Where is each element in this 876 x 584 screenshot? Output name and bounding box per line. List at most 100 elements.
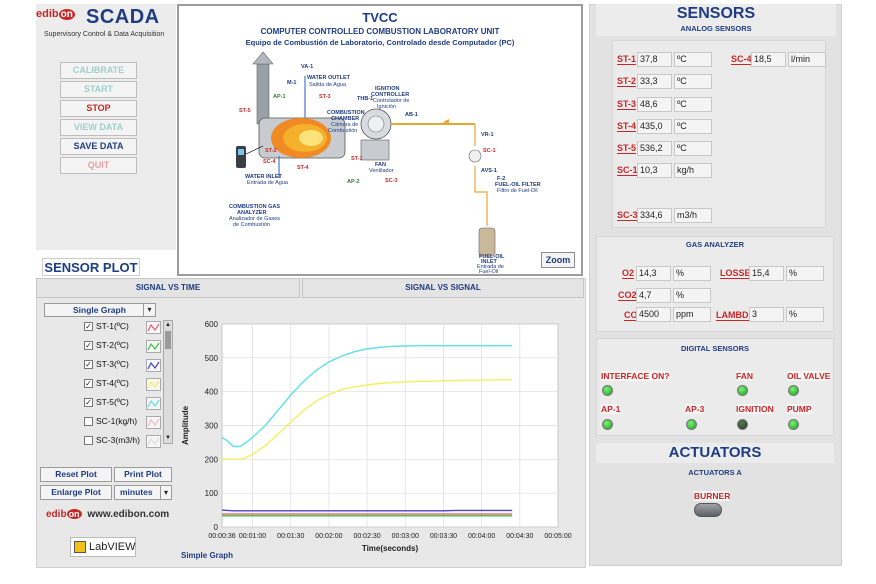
pump-label: PUMP bbox=[787, 404, 812, 414]
st-3-value: 48,6 bbox=[637, 97, 672, 112]
chart-footer-label: Simple Graph bbox=[181, 551, 234, 560]
enlarge-plot-button[interactable]: Enlarge Plot bbox=[40, 485, 112, 500]
channel-checkbox[interactable]: ✓ bbox=[84, 360, 93, 369]
label-ignition-controller: IGNITION bbox=[375, 86, 400, 92]
print-plot-button[interactable]: Print Plot bbox=[114, 467, 172, 482]
signal-time-chart[interactable]: 0 100 200 300 400 500 600 00:00:36 00:01:00 00:01… bbox=[178, 312, 574, 566]
channel-row[interactable]: SC-1(kg/h) bbox=[84, 415, 174, 431]
sc-1-value: 10,3 bbox=[637, 163, 672, 178]
label-water-inlet-es: Entrada de Agua bbox=[247, 180, 288, 186]
actuators-subtitle: ACTUATORS A bbox=[688, 468, 742, 477]
channel-label: ST-4(ºC) bbox=[96, 378, 129, 388]
label-ignition-controller-es: Controlador de bbox=[373, 98, 410, 104]
channel-checkbox[interactable]: ✓ bbox=[84, 341, 93, 350]
edibon-logo: edib on bbox=[36, 8, 75, 20]
label-water-inlet: WATER INLET bbox=[245, 174, 282, 180]
channel-row[interactable]: ✓ ST-2(ºC) bbox=[84, 339, 174, 355]
start-button[interactable]: START bbox=[60, 81, 137, 98]
channel-row[interactable]: ✓ ST-3(ºC) bbox=[84, 358, 174, 374]
fan-label: FAN bbox=[736, 371, 753, 381]
interface-on-label: INTERFACE ON? bbox=[601, 371, 670, 381]
sc-4-unit: l/min bbox=[788, 52, 826, 67]
stop-button[interactable]: STOP bbox=[60, 100, 137, 117]
save-data-button[interactable]: SAVE DATA bbox=[60, 138, 137, 155]
gas-analyzer-title: GAS ANALYZER bbox=[685, 240, 745, 249]
ignition-label: IGNITION bbox=[736, 404, 774, 414]
x-tick-label: 00:03:00 bbox=[392, 533, 419, 540]
time-unit-select[interactable]: minutes ▾ bbox=[114, 485, 172, 500]
st-4-label: ST-4 bbox=[617, 121, 637, 132]
scroll-thumb[interactable] bbox=[165, 331, 171, 349]
zoom-button[interactable]: Zoom bbox=[541, 252, 575, 268]
o2-unit: % bbox=[673, 266, 711, 281]
sc-3-label: SC-3 bbox=[617, 210, 638, 221]
co2-unit: % bbox=[673, 288, 711, 303]
scroll-up-icon[interactable]: ▲ bbox=[165, 322, 171, 328]
series-line bbox=[221, 379, 513, 461]
label-m1: M-1 bbox=[287, 80, 297, 86]
calibrate-button[interactable]: CALIBRATE bbox=[60, 62, 137, 79]
channel-color-swatch[interactable] bbox=[146, 397, 161, 410]
interface-on-led bbox=[602, 385, 613, 396]
label-combustion-chamber-es2: Combustión bbox=[328, 128, 358, 134]
channel-checkbox[interactable]: ✓ bbox=[84, 322, 93, 331]
labview-icon bbox=[74, 541, 86, 553]
co-label: CO bbox=[624, 310, 638, 321]
sensor-plot-title: SENSOR PLOT bbox=[42, 258, 140, 276]
channel-color-swatch[interactable] bbox=[146, 321, 161, 334]
sc-4-value: 18,5 bbox=[751, 52, 786, 67]
st-3-unit: ºC bbox=[674, 97, 712, 112]
channel-row[interactable]: SC-3(m3/h) bbox=[84, 434, 174, 450]
graph-mode-select[interactable]: Single Graph ▾ bbox=[44, 303, 156, 317]
label-fuel-inlet-es2: Fuel-Oil bbox=[479, 269, 499, 275]
y-tick-label: 400 bbox=[205, 388, 219, 397]
channel-scrollbar[interactable]: ▲ ▼ bbox=[163, 320, 173, 444]
x-tick-label: 00:04:30 bbox=[506, 533, 533, 540]
channel-color-swatch[interactable] bbox=[146, 435, 161, 448]
tab-signal-vs-signal[interactable]: SIGNAL VS SIGNAL bbox=[302, 278, 584, 298]
x-tick-label: 00:02:30 bbox=[353, 533, 380, 540]
channel-row[interactable]: ✓ ST-4(ºC) bbox=[84, 377, 174, 393]
channel-checkbox[interactable] bbox=[84, 436, 93, 445]
label-combustion-chamber-es: Cámara de bbox=[331, 122, 359, 128]
burner-toggle[interactable] bbox=[694, 503, 722, 517]
channel-row[interactable]: ✓ ST-1(ºC) bbox=[84, 320, 174, 336]
channel-row[interactable]: ✓ ST-5(ºC) bbox=[84, 396, 174, 412]
channel-checkbox[interactable]: ✓ bbox=[84, 379, 93, 388]
st-2-value: 33,3 bbox=[637, 74, 672, 89]
view-data-button[interactable]: VIEW DATA bbox=[60, 119, 137, 136]
losses-label: LOSSES bbox=[720, 268, 757, 279]
scroll-down-icon[interactable]: ▼ bbox=[165, 435, 171, 441]
st-1-label: ST-1 bbox=[617, 54, 637, 65]
channel-color-swatch[interactable] bbox=[146, 416, 161, 429]
co2-label: CO2 bbox=[618, 290, 637, 301]
st-5-value: 536,2 bbox=[637, 141, 672, 156]
reset-plot-button[interactable]: Reset Plot bbox=[40, 467, 112, 482]
o2-label: O2 bbox=[622, 268, 635, 279]
tab-signal-vs-time[interactable]: SIGNAL VS TIME bbox=[36, 278, 300, 298]
x-tick-label: 00:05:00 bbox=[544, 533, 571, 540]
label-combustion-chamber-2: CHAMBER bbox=[331, 116, 360, 122]
channel-label: SC-3(m3/h) bbox=[96, 435, 140, 445]
co-unit: ppm bbox=[673, 307, 711, 322]
channel-label: ST-2(ºC) bbox=[96, 340, 129, 350]
label-thb1: THB-1 bbox=[357, 96, 374, 102]
label-va1: VA-1 bbox=[301, 64, 314, 70]
channel-color-swatch[interactable] bbox=[146, 359, 161, 372]
label-fuel-inlet-2: INLET bbox=[481, 259, 497, 265]
channel-label: ST-3(ºC) bbox=[96, 359, 129, 369]
channel-color-swatch[interactable] bbox=[146, 378, 161, 391]
channel-checkbox[interactable]: ✓ bbox=[84, 398, 93, 407]
digital-sensors-title: DIGITAL SENSORS bbox=[680, 344, 750, 353]
losses-unit: % bbox=[786, 266, 824, 281]
channel-checkbox[interactable] bbox=[84, 417, 93, 426]
quit-button[interactable]: QUIT bbox=[60, 157, 137, 174]
app-subtitle: Supervisory Control & Data Acquisition bbox=[44, 31, 165, 38]
plant-schematic bbox=[236, 51, 496, 257]
ignition-led bbox=[737, 419, 748, 430]
label-st5: ST-5 bbox=[239, 108, 251, 114]
st-2-label: ST-2 bbox=[617, 76, 637, 87]
channel-color-swatch[interactable] bbox=[146, 340, 161, 353]
label-gas-analyzer-es: Analizador de Gases bbox=[229, 216, 281, 222]
label-f2: F-2 bbox=[497, 176, 506, 182]
